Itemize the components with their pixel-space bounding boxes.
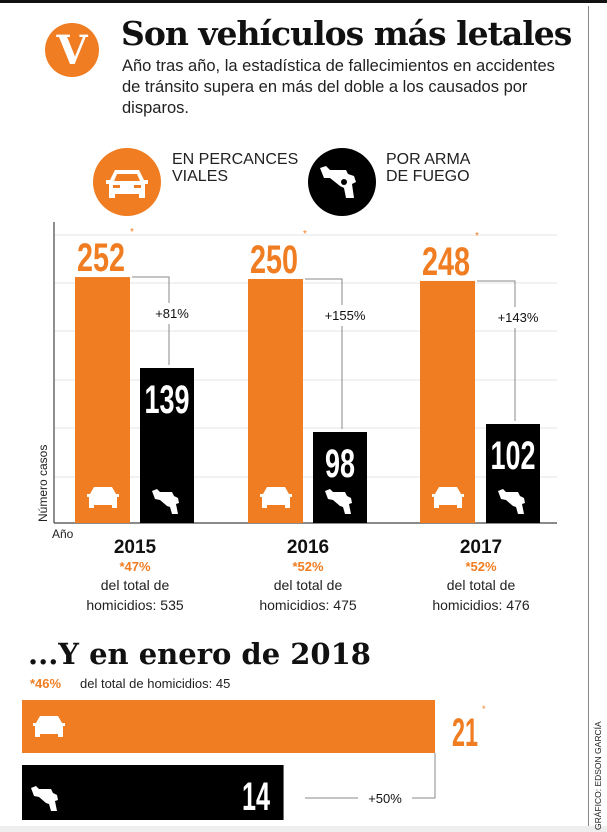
share-text-2017: del total de [447, 577, 516, 593]
graphic-credit: GRÁFICO: EDSON GARCÍA [593, 721, 603, 830]
y-axis-label: Número casos [36, 445, 50, 522]
difference-bracket [132, 276, 170, 304]
hbar-firearms [22, 765, 284, 820]
difference-label-2017: +143% [498, 310, 539, 325]
car-icon [432, 487, 464, 508]
asterisk-mark: * [475, 231, 479, 242]
difference-bracket [477, 280, 516, 307]
value-label-vehicles-2018: 21 [452, 711, 478, 755]
difference-label-2015: +81% [155, 306, 189, 321]
asterisk-mark: * [130, 227, 134, 238]
value-label-vehicles-2015: 252 [77, 236, 125, 280]
value-label-vehicles-2016: 250 [250, 238, 298, 282]
revolver-icon [31, 786, 58, 811]
asterisk-mark: * [303, 229, 307, 240]
bar-vehicles-2015 [75, 277, 130, 523]
car-icon [260, 487, 292, 508]
total-text-2017: homicidios: 476 [432, 597, 529, 613]
share-label-2016: *52% [292, 559, 324, 574]
value-label-firearms-2018: 14 [242, 775, 270, 819]
value-label-firearms-2016: 98 [325, 442, 355, 486]
legend-label-firearms: POR ARMA DE FUEGO [386, 151, 471, 185]
bar-vehicles-2017 [420, 280, 475, 523]
revolver-icon [325, 489, 352, 514]
year-label-2017: 2017 [460, 537, 502, 558]
january-share-text: del total de homicidios: 45 [80, 676, 230, 691]
total-text-2015: homicidios: 535 [86, 597, 183, 613]
bar-firearms-2016 [313, 432, 367, 523]
year-label-2016: 2016 [287, 537, 329, 558]
car-icon [87, 487, 119, 508]
frame-top-border [0, 0, 607, 3]
year-label-2015: 2015 [114, 537, 157, 558]
page-subtitle: Año tras año, la estadística de fallecim… [122, 57, 555, 117]
x-axis-label: Año [52, 527, 74, 541]
frame-right-border [588, 6, 589, 832]
legend-car-icon [93, 148, 161, 216]
total-text-2016: homicidios: 475 [259, 597, 356, 613]
legend-label-vehicles: EN PERCANCES VIALES [172, 151, 299, 185]
difference-bracket [305, 278, 343, 305]
difference-label-2016: +155% [325, 308, 366, 323]
page-title: Son vehículos más letales [121, 14, 572, 53]
hbar-vehicles [22, 700, 435, 753]
value-label-firearms-2017: 102 [491, 434, 536, 478]
january-share: *46% [30, 676, 62, 691]
legend-revolver-icon [308, 148, 376, 216]
value-label-vehicles-2017: 248 [422, 240, 470, 284]
january-2018-title: ...Y en enero de 2018 [28, 637, 371, 671]
share-label-2015: *47% [119, 559, 151, 574]
difference-label-2018: +50% [368, 791, 402, 806]
bar-vehicles-2016 [248, 279, 303, 523]
car-icon [33, 716, 65, 737]
bar-firearms-2017 [486, 424, 540, 523]
revolver-icon [498, 489, 525, 514]
difference-bracket [412, 753, 436, 799]
value-label-firearms-2015: 139 [145, 378, 190, 422]
revolver-icon [152, 489, 179, 514]
share-text-2016: del total de [274, 577, 343, 593]
share-text-2015: del total de [101, 577, 170, 593]
frame-bottom [0, 826, 607, 832]
section-logo: V [45, 23, 99, 77]
asterisk-mark: * [482, 704, 486, 714]
share-label-2017: *52% [465, 559, 497, 574]
